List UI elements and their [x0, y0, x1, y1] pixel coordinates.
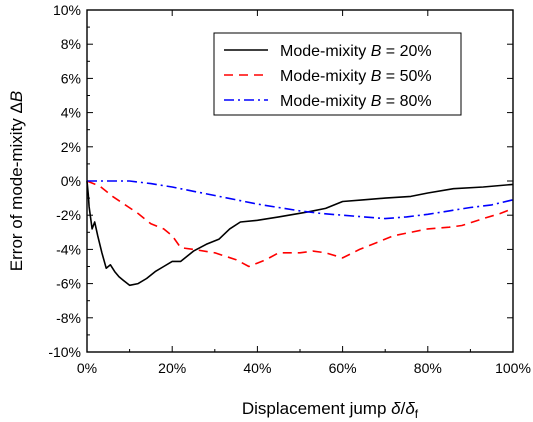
y-tick-label: -2%: [56, 207, 81, 223]
y-tick-label: 10%: [53, 2, 81, 18]
x-axis-title-subscript: f: [415, 407, 419, 421]
legend-label-3: Mode-mixity B = 80%: [280, 93, 432, 110]
x-tick-label: 0%: [77, 360, 97, 376]
legend-label-2: Mode-mixity B = 50%: [280, 68, 432, 85]
y-axis-title-main: Error of mode-mixity Δ: [7, 102, 26, 271]
legend-box: [213, 32, 462, 116]
x-tick-label: 80%: [414, 360, 442, 376]
x-tick-label: 60%: [329, 360, 357, 376]
series-layer: [86, 180, 514, 287]
series-line-3: [87, 180, 514, 220]
x-axis-title-main: Displacement jump: [242, 399, 391, 418]
legend: Mode-mixity B = 20% Mode-mixity B = 50% Mo…: [213, 32, 462, 116]
y-tick-label: 6%: [61, 70, 81, 86]
y-tick-label: -4%: [56, 241, 81, 257]
x-axis-title-delta: δ: [391, 399, 401, 418]
x-tick-label: 40%: [243, 360, 271, 376]
legend-label-1: Mode-mixity B = 20%: [280, 43, 432, 60]
y-tick-label: -6%: [56, 276, 81, 292]
x-axis-title-delta-f: δ: [405, 399, 415, 418]
series-line-1: [86, 180, 514, 287]
y-tick-label: 2%: [61, 139, 81, 155]
x-tick-label: 20%: [158, 360, 186, 376]
y-axis-title: Error of mode-mixity ΔB: [7, 91, 26, 271]
y-tick-label: -10%: [48, 344, 81, 360]
y-tick-label: 4%: [61, 105, 81, 121]
plot-frame: [86, 9, 514, 353]
x-tick-label: 100%: [495, 360, 531, 376]
tick-labels: 0% 20% 40% 60% 80% 100% -10% -8% -6% -4% -2% 0% 2% 4%…: [48, 2, 531, 376]
y-axis-title-b: B: [7, 91, 26, 102]
x-axis-title-slash: /: [401, 399, 406, 418]
y-tick-label: 0%: [61, 173, 81, 189]
series-line-2: [86, 180, 514, 268]
y-tick-label: 8%: [61, 36, 81, 52]
y-tick-label: -8%: [56, 310, 81, 326]
x-axis-title: Displacement jump δ/δf: [242, 399, 419, 421]
